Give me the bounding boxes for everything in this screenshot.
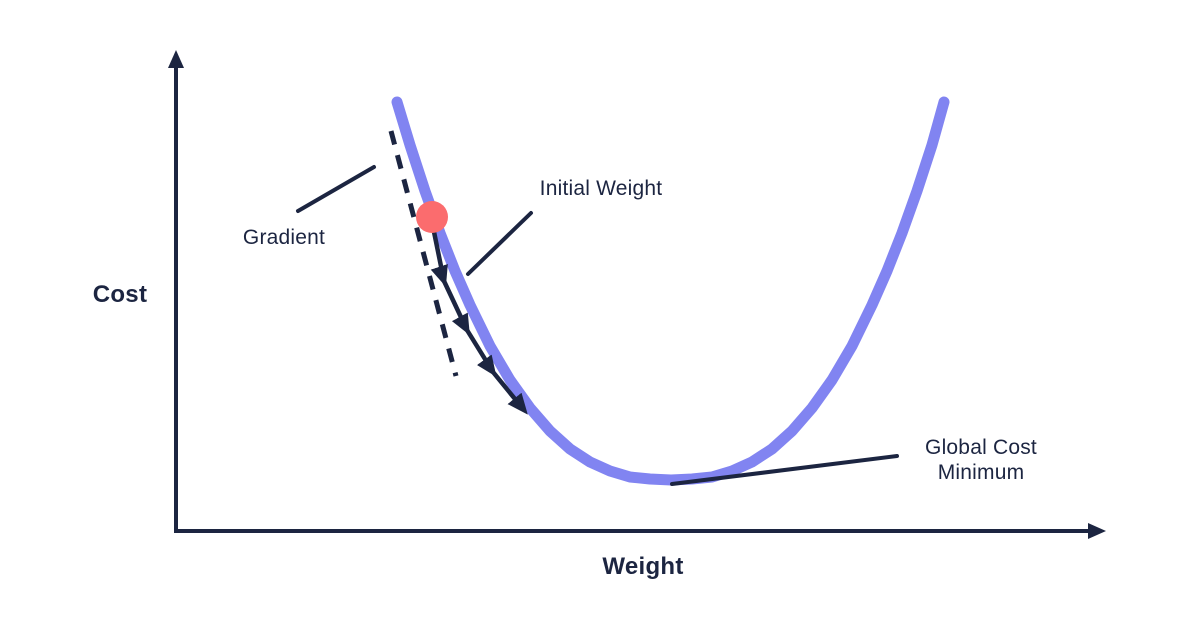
cost-curve xyxy=(391,96,950,486)
initial-weight-annotation-label: Initial Weight xyxy=(539,177,663,200)
gradient-leader-line xyxy=(296,165,376,213)
x-axis-label: Weight xyxy=(602,553,684,580)
gradient-descent-arrows xyxy=(429,221,528,415)
initial-weight-dot xyxy=(416,201,448,233)
global-cost-minimum-annotation-label: Global Cost Minimum xyxy=(886,435,1076,485)
initial-weight-leader-line xyxy=(466,211,533,276)
global-cost-minimum-line2: Minimum xyxy=(937,461,1025,484)
gradient-annotation-label: Gradient xyxy=(242,226,326,249)
global-cost-minimum-line1: Global Cost xyxy=(925,436,1037,459)
global-minimum-leader-line xyxy=(670,454,899,486)
y-axis-label: Cost xyxy=(92,281,148,308)
